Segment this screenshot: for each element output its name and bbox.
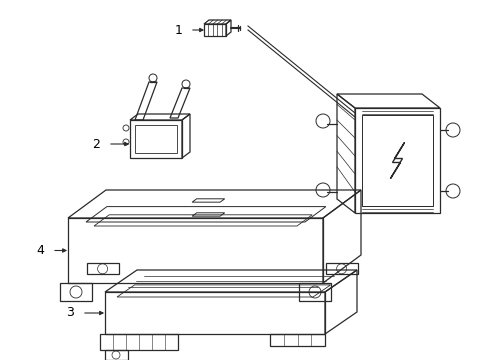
Text: 3: 3	[66, 306, 74, 320]
Text: 4: 4	[36, 244, 44, 257]
Text: 2: 2	[92, 138, 100, 150]
Text: 1: 1	[175, 23, 183, 36]
